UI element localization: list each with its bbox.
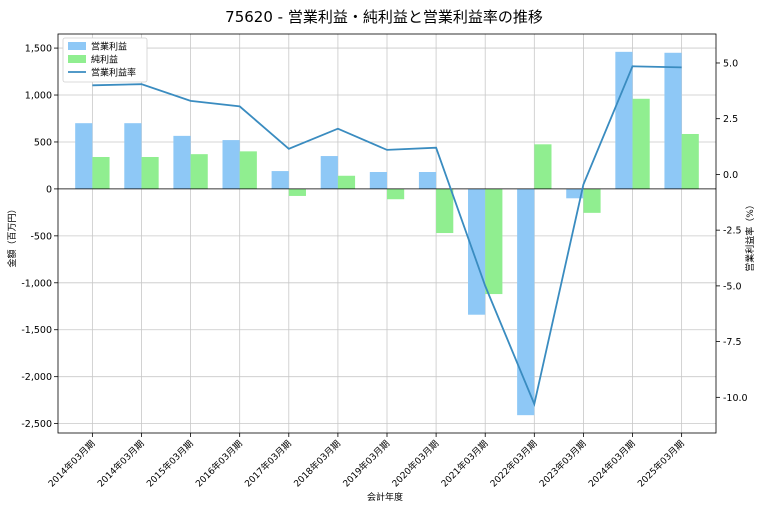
bar-net-profit: [485, 188, 503, 295]
x-tick-label: 2023年03月期: [537, 438, 589, 490]
bar-net-profit: [288, 188, 306, 196]
y2-tick-label: 5.0: [723, 58, 738, 69]
y-tick-label: -1,000: [21, 278, 52, 289]
bar-operating-profit: [173, 135, 191, 189]
x-tick-label: 2015年03月期: [144, 438, 196, 490]
y-tick-label: -1,500: [21, 325, 52, 336]
y2-tick-label: 2.5: [723, 114, 738, 125]
bar-operating-profit: [369, 172, 387, 189]
x-tick-label: 2014年03月期: [95, 438, 147, 490]
bar-operating-profit: [271, 171, 289, 189]
bar-net-profit: [681, 133, 699, 189]
y-axis-label: 金額（百万円）: [6, 204, 18, 267]
bar-operating-profit: [320, 156, 338, 189]
bar-operating-profit: [615, 51, 633, 189]
bar-net-profit: [583, 188, 601, 213]
bar-net-profit: [92, 156, 110, 189]
bar-net-profit: [632, 98, 650, 189]
y-tick-label: -500: [30, 231, 52, 242]
legend-label: 営業利益率: [91, 67, 136, 79]
y2-axis-ticks: -10.0 -7.5 -5.0 -2.5 0.0 2.5 5.0: [716, 58, 748, 404]
y-axis-ticks: -2,500 -2,000 -1,500 -1,000 -500 0 500 1,000 1,5…: [21, 44, 58, 430]
bar-operating-profit: [222, 140, 240, 189]
bar-operating-profit: [124, 123, 142, 189]
line-operating-margin: [92, 65, 682, 407]
legend-swatch: [68, 42, 86, 50]
y2-tick-label: -2.5: [723, 226, 742, 237]
y-tick-label: -2,500: [21, 419, 52, 430]
bar-operating-profit: [468, 188, 486, 315]
bar-net-profit: [239, 151, 257, 189]
x-tick-label: 2021年03月期: [438, 438, 490, 490]
legend-swatch: [68, 55, 86, 63]
y2-tick-label: -5.0: [723, 281, 742, 292]
bar-operating-profit: [418, 172, 437, 189]
bar-net-profit: [337, 175, 356, 189]
x-tick-label: 2022年03月期: [488, 438, 540, 490]
y-tick-label: 1,500: [25, 44, 52, 55]
x-tick-label: 2025年03月期: [635, 438, 687, 490]
bar-operating-profit: [517, 188, 535, 416]
bar-net-profit: [387, 188, 405, 200]
x-tick-label: 2017年03月期: [242, 438, 294, 490]
x-tick-label: 2020年03月期: [389, 438, 441, 490]
chart-title: 75620 - 営業利益・純利益と営業利益率の推移: [225, 8, 543, 26]
y-tick-label: -2,000: [21, 372, 52, 383]
legend-label: 純利益: [91, 54, 118, 66]
y-tick-label: 0: [46, 184, 52, 195]
y-tick-label: 500: [34, 137, 52, 148]
y2-axis-label: 営業利益率（%）: [744, 200, 756, 272]
x-axis-ticks: 2014年03月期2014年03月期2015年03月期2016年03月期2017…: [46, 433, 687, 490]
bar-net-profit: [534, 144, 552, 189]
bar-net-profit: [436, 188, 454, 234]
x-tick-label: 2016年03月期: [193, 438, 245, 490]
y2-tick-label: 0.0: [723, 170, 738, 181]
x-tick-label: 2014年03月期: [46, 438, 98, 490]
y2-tick-label: -7.5: [723, 337, 742, 348]
bar-operating-profit: [566, 188, 584, 199]
bar-net-profit: [190, 154, 208, 189]
bar-operating-profit: [664, 52, 682, 189]
y2-tick-label: -10.0: [723, 393, 748, 404]
legend-label: 営業利益: [91, 41, 127, 53]
x-tick-label: 2024年03月期: [586, 438, 638, 490]
bars: [75, 51, 699, 416]
x-tick-label: 2019年03月期: [340, 438, 392, 490]
bar-operating-profit: [75, 123, 93, 189]
line-series: [92, 65, 682, 407]
x-axis-label: 会計年度: [367, 491, 403, 503]
bar-net-profit: [141, 156, 159, 189]
x-tick-label: 2018年03月期: [291, 438, 343, 490]
y-tick-label: 1,000: [25, 91, 52, 102]
